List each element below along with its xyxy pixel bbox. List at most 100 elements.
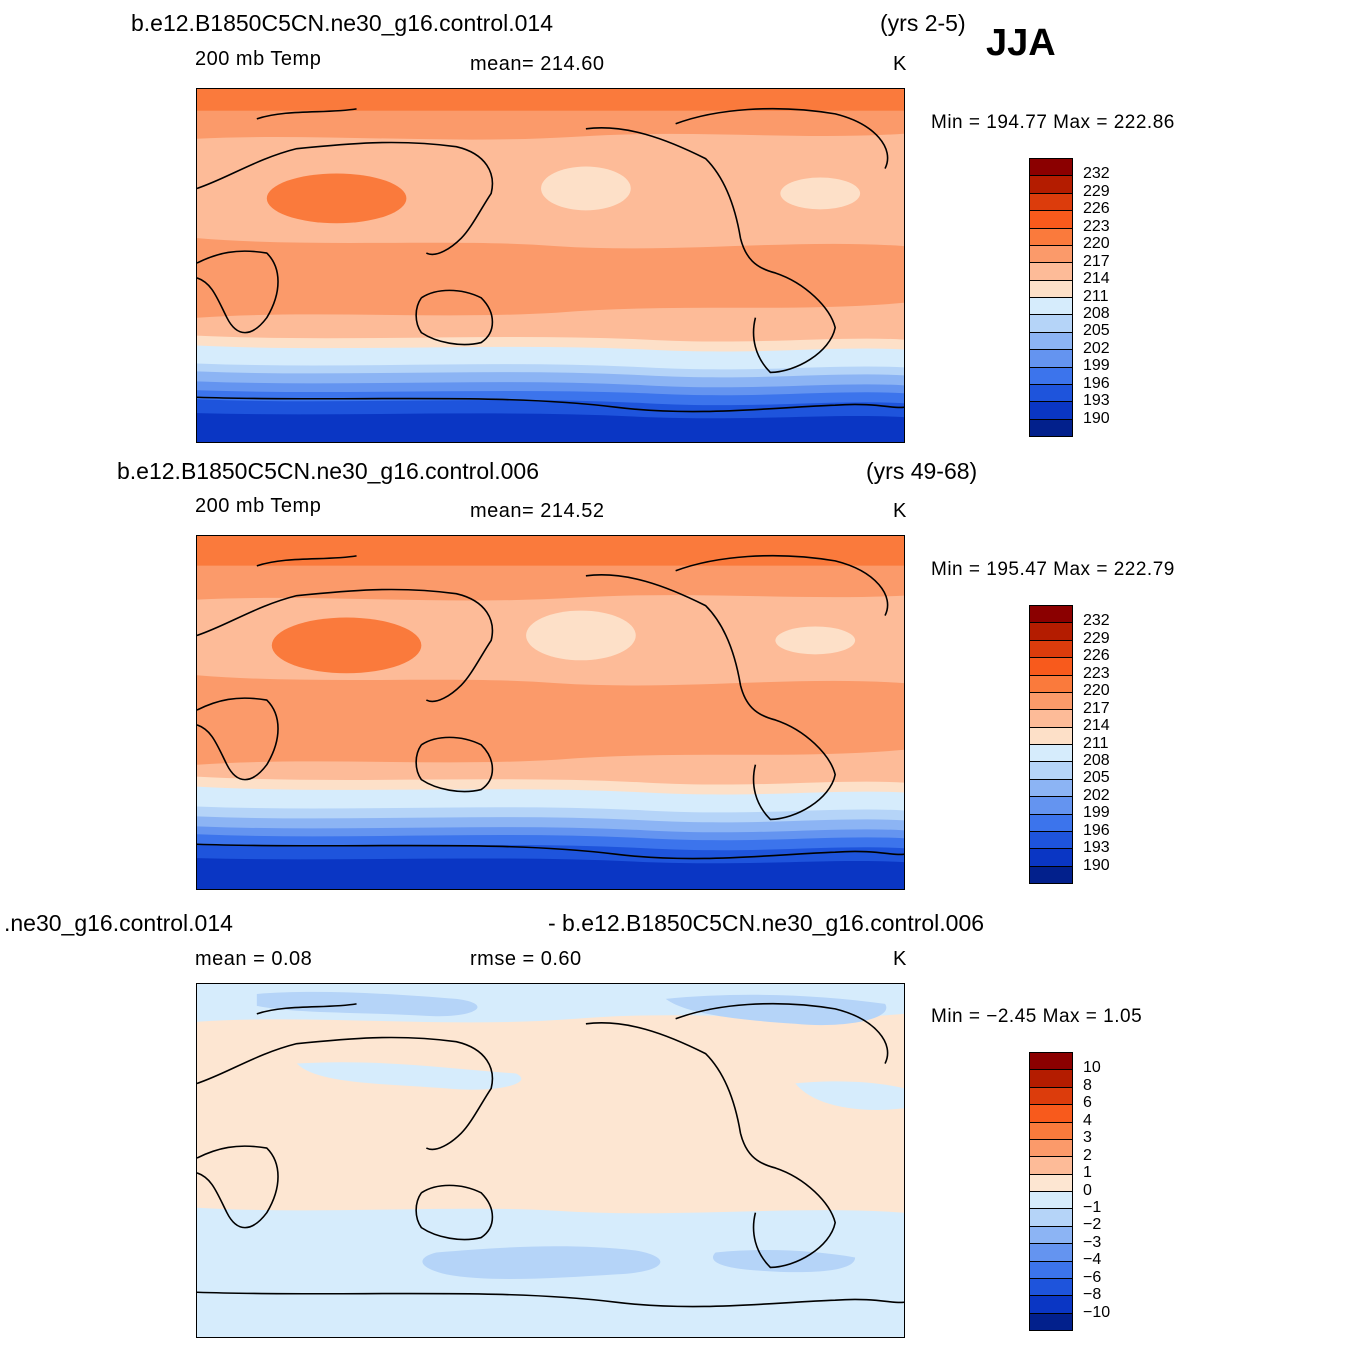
variable-label: 200 mb Temp (195, 48, 322, 70)
colorbar-segment (1030, 745, 1072, 763)
colorbar (1029, 605, 1073, 884)
colorbar-tick-label: −6 (1083, 1268, 1102, 1286)
colorbar-segment (1030, 402, 1072, 420)
colorbar-segment (1030, 849, 1072, 867)
colorbar-segment (1030, 350, 1072, 368)
colorbar-tick-label: 229 (1083, 629, 1110, 647)
colorbar-segment (1030, 727, 1072, 745)
mean-label: mean= 214.52 (470, 500, 605, 522)
case-label-right: - b.e12.B1850C5CN.ne30_g16.control.006 (548, 910, 985, 936)
colorbar-tick-label: 211 (1083, 734, 1109, 752)
colorbar-tick-label: 214 (1083, 270, 1110, 288)
colorbar-tick-label: 10 (1083, 1059, 1101, 1077)
colorbar-segment (1030, 1157, 1072, 1175)
colorbar-segment (1030, 211, 1072, 229)
colorbar-tick-label: −8 (1083, 1286, 1102, 1304)
colorbar-segment (1030, 367, 1072, 385)
colorbar-segment (1030, 675, 1072, 693)
colorbar-segment (1030, 1087, 1072, 1106)
colorbar-segment (1030, 1209, 1072, 1227)
difference-map (196, 983, 905, 1338)
colorbar-tick-label: 220 (1083, 235, 1110, 253)
colorbar-tick-label: 190 (1083, 856, 1110, 874)
colorbar-tick-label: 211 (1083, 287, 1109, 305)
rmse-label: rmse = 0.60 (470, 948, 582, 970)
colorbar-tick-label: 217 (1083, 699, 1110, 717)
colorbar-tick-label: 4 (1083, 1111, 1092, 1129)
colorbar-segment (1030, 623, 1072, 641)
colorbar-tick-label: −4 (1083, 1251, 1102, 1269)
colorbar-tick-label: −1 (1083, 1198, 1102, 1216)
colorbar-tick-label: −2 (1083, 1216, 1102, 1234)
colorbar-segment (1030, 193, 1072, 212)
colorbar-segment (1030, 384, 1072, 403)
colorbar-segment (1030, 298, 1072, 316)
colorbar-segment (1030, 1226, 1072, 1245)
colorbar-tick-label: 3 (1083, 1129, 1092, 1147)
min-max-label: Min = 195.47 Max = 222.79 (931, 559, 1175, 580)
colorbar-segment (1030, 710, 1072, 728)
colorbar-tick-label: 223 (1083, 664, 1110, 682)
units-label: K (893, 500, 907, 522)
colorbar-tick-label: 217 (1083, 252, 1110, 270)
units-label: K (893, 948, 907, 970)
colorbar-segment (1030, 814, 1072, 832)
colorbar-segment (1030, 332, 1072, 351)
colorbar-segment (1030, 419, 1072, 436)
min-max-label: Min = −2.45 Max = 1.05 (931, 1006, 1143, 1027)
colorbar-segment (1030, 1313, 1072, 1330)
colorbar-tick-label: 196 (1083, 374, 1110, 392)
colorbar-tick-label: 190 (1083, 409, 1110, 427)
colorbar-tick-label: −10 (1083, 1303, 1111, 1321)
colorbar-segment (1030, 176, 1072, 194)
colorbar-tick-label: 0 (1083, 1181, 1092, 1199)
colorbar-tick-label: 199 (1083, 804, 1110, 822)
colorbar-segment (1030, 1122, 1072, 1140)
temperature-map (196, 535, 905, 890)
colorbar-tick-label: −3 (1083, 1233, 1102, 1251)
colorbar-tick-label: 202 (1083, 339, 1110, 357)
colorbar-segment (1030, 762, 1072, 780)
colorbar-tick-label: 214 (1083, 717, 1110, 735)
colorbar-tick-label: 199 (1083, 357, 1110, 375)
colorbar-segment (1030, 692, 1072, 711)
colorbar-tick-label: 232 (1083, 165, 1110, 183)
variable-label: 200 mb Temp (195, 495, 322, 517)
years-label: (yrs 2-5) (880, 10, 966, 36)
colorbar-segment (1030, 245, 1072, 264)
colorbar-segment (1030, 1261, 1072, 1279)
colorbar (1029, 158, 1073, 437)
colorbar-tick-label: 226 (1083, 647, 1110, 665)
min-max-label: Min = 194.77 Max = 222.86 (931, 112, 1175, 133)
colorbar-tick-label: 202 (1083, 786, 1110, 804)
colorbar-segment (1030, 1070, 1072, 1088)
mean-label: mean = 0.08 (195, 948, 313, 970)
colorbar-segment (1030, 1105, 1072, 1123)
colorbar-segment (1030, 1053, 1072, 1071)
colorbar-tick-label: 208 (1083, 751, 1110, 769)
colorbar-segment (1030, 1192, 1072, 1210)
colorbar-segment (1030, 797, 1072, 815)
colorbar-segment (1030, 831, 1072, 850)
colorbar-tick-label: 205 (1083, 769, 1110, 787)
temperature-map (196, 88, 905, 443)
colorbar-segment (1030, 1296, 1072, 1314)
colorbar-segment (1030, 315, 1072, 333)
units-label: K (893, 53, 907, 75)
colorbar-segment (1030, 263, 1072, 281)
colorbar-tick-label: 8 (1083, 1076, 1092, 1094)
colorbar-tick-label: 208 (1083, 304, 1110, 322)
colorbar-tick-label: 2 (1083, 1146, 1092, 1164)
colorbar-segment (1030, 280, 1072, 298)
colorbar-tick-label: 196 (1083, 821, 1110, 839)
colorbar-tick-label: 6 (1083, 1094, 1092, 1112)
colorbar-segment (1030, 1174, 1072, 1192)
colorbar-tick-label: 229 (1083, 182, 1110, 200)
case-label: b.e12.B1850C5CN.ne30_g16.control.014 (131, 10, 553, 36)
colorbar-segment (1030, 606, 1072, 624)
colorbar-tick-label: 226 (1083, 200, 1110, 218)
colorbar-segment (1030, 658, 1072, 676)
colorbar-segment (1030, 1244, 1072, 1262)
colorbar-tick-label: 1 (1083, 1164, 1092, 1182)
colorbar-segment (1030, 866, 1072, 883)
